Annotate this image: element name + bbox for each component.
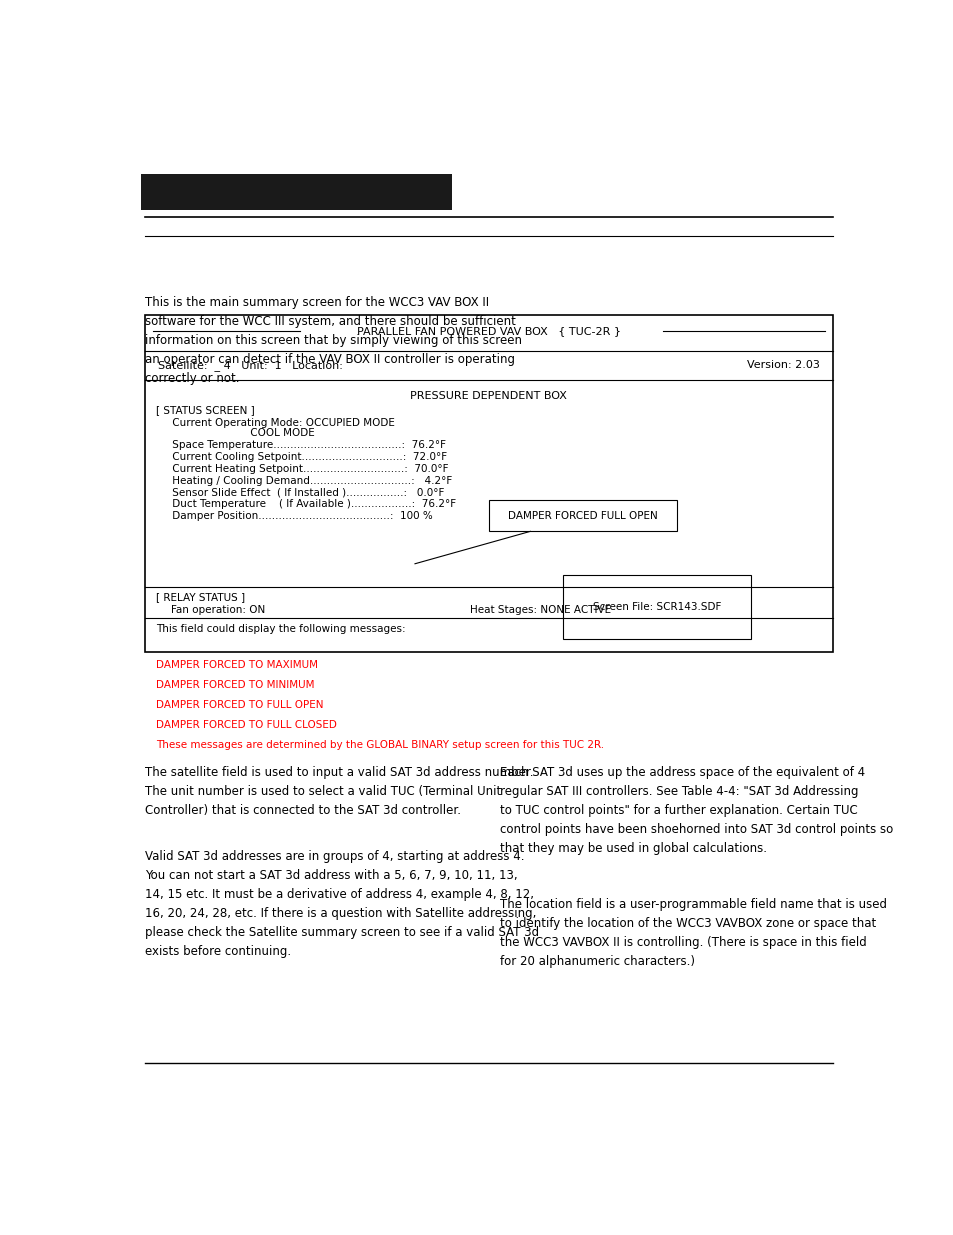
Text: COOL MODE: COOL MODE	[156, 429, 314, 438]
Text: DAMPER FORCED TO FULL OPEN: DAMPER FORCED TO FULL OPEN	[156, 700, 323, 710]
Text: DAMPER FORCED TO MINIMUM: DAMPER FORCED TO MINIMUM	[156, 679, 314, 690]
Text: The satellite field is used to input a valid SAT 3d address number.
The unit num: The satellite field is used to input a v…	[145, 766, 533, 818]
Text: PARALLEL FAN POWERED VAV BOX   { TUC-2R }: PARALLEL FAN POWERED VAV BOX { TUC-2R }	[356, 326, 620, 336]
Text: Space Temperature......................................:  76.2°F: Space Temperature.......................…	[156, 440, 446, 451]
Text: Screen File: SCR143.SDF: Screen File: SCR143.SDF	[593, 601, 720, 613]
FancyBboxPatch shape	[562, 574, 751, 640]
Text: DAMPER FORCED TO MAXIMUM: DAMPER FORCED TO MAXIMUM	[156, 659, 318, 669]
Text: DAMPER FORCED FULL OPEN: DAMPER FORCED FULL OPEN	[508, 510, 658, 521]
Text: Current Cooling Setpoint..............................:  72.0°F: Current Cooling Setpoint................…	[156, 452, 447, 462]
Text: Satellite:  _ 4   Unit:  1   Location:: Satellite: _ 4 Unit: 1 Location:	[158, 359, 343, 370]
Text: This is the main summary screen for the WCC3 VAV BOX II
software for the WCC III: This is the main summary screen for the …	[145, 295, 521, 384]
FancyBboxPatch shape	[488, 500, 677, 531]
Text: [ STATUS SCREEN ]: [ STATUS SCREEN ]	[156, 405, 254, 415]
Text: Sensor Slide Effect  ( If Installed ).................:   0.0°F: Sensor Slide Effect ( If Installed )....…	[156, 488, 444, 498]
Text: Fan operation: ON: Fan operation: ON	[171, 605, 265, 615]
Text: Current Operating Mode: OCCUPIED MODE: Current Operating Mode: OCCUPIED MODE	[156, 417, 395, 427]
FancyBboxPatch shape	[141, 174, 452, 210]
Text: DAMPER FORCED TO FULL CLOSED: DAMPER FORCED TO FULL CLOSED	[156, 720, 336, 730]
Text: Current Heating Setpoint..............................:  70.0°F: Current Heating Setpoint................…	[156, 464, 448, 474]
Text: Version: 2.03: Version: 2.03	[746, 361, 819, 370]
Text: Each SAT 3d uses up the address space of the equivalent of 4
regular SAT III con: Each SAT 3d uses up the address space of…	[499, 766, 892, 856]
Text: PRESSURE DEPENDENT BOX: PRESSURE DEPENDENT BOX	[410, 391, 567, 401]
Text: The location field is a user-programmable field name that is used
to identify th: The location field is a user-programmabl…	[499, 898, 886, 967]
Text: Heating / Cooling Demand..............................:   4.2°F: Heating / Cooling Demand................…	[156, 475, 452, 485]
Text: These messages are determined by the GLOBAL BINARY setup screen for this TUC 2R.: These messages are determined by the GLO…	[156, 740, 603, 750]
Text: Duct Temperature    ( If Available )..................:  76.2°F: Duct Temperature ( If Available ).......…	[156, 499, 456, 509]
Text: Damper Position.......................................:  100 %: Damper Position.........................…	[156, 511, 433, 521]
Text: [ RELAY STATUS ]: [ RELAY STATUS ]	[156, 593, 245, 603]
Text: This field could display the following messages:: This field could display the following m…	[156, 624, 405, 635]
FancyBboxPatch shape	[145, 315, 832, 652]
Text: Valid SAT 3d addresses are in groups of 4, starting at address 4.
You can not st: Valid SAT 3d addresses are in groups of …	[145, 850, 538, 958]
Text: Heat Stages: NONE ACTIVE: Heat Stages: NONE ACTIVE	[470, 605, 611, 615]
